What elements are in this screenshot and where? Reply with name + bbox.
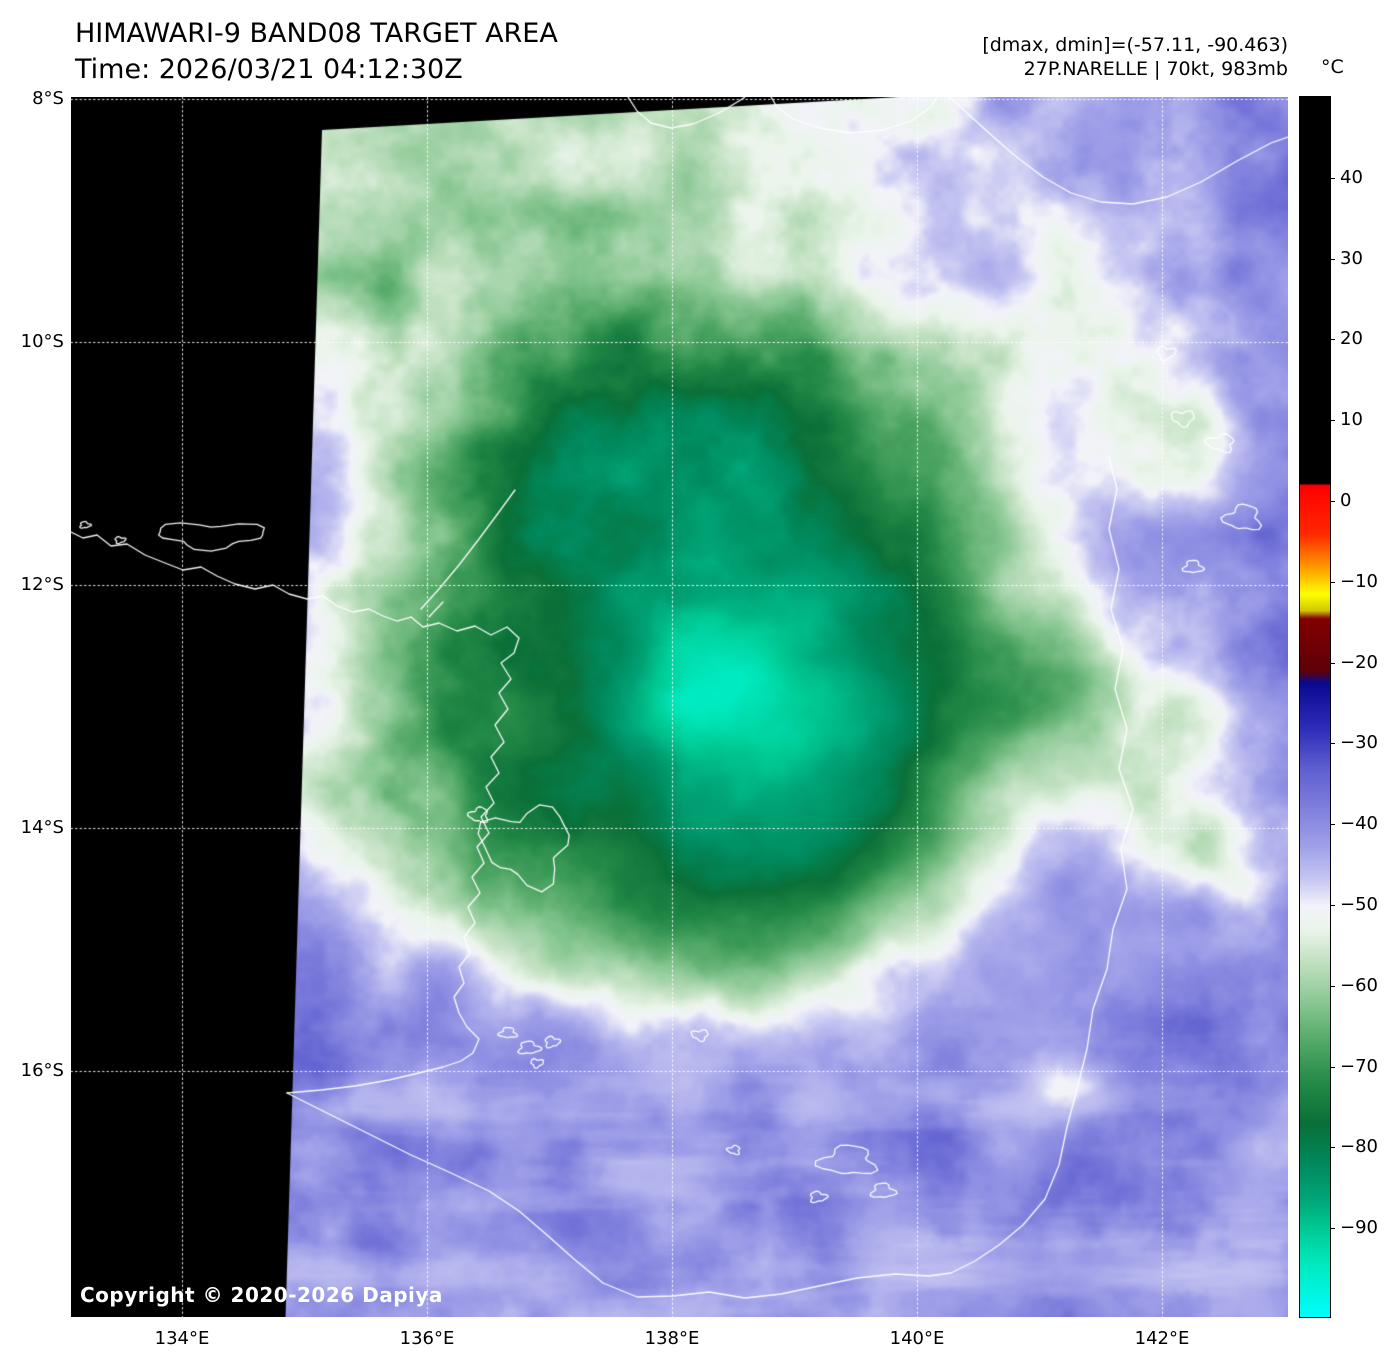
colorbar-tick	[1330, 581, 1335, 583]
colorbar-tick-label: 30	[1340, 247, 1363, 269]
colorbar-tick-label: −30	[1340, 732, 1378, 754]
colorbar-tick	[1330, 904, 1335, 906]
colorbar-tick-label: −90	[1340, 1217, 1378, 1239]
colorbar-tick	[1330, 824, 1335, 826]
colorbar-tick-label: −50	[1340, 893, 1378, 915]
colorbar-tick	[1330, 339, 1335, 341]
colorbar-tick-label: −40	[1340, 813, 1378, 835]
colorbar-tick	[1330, 1066, 1335, 1068]
lat-tick-label: 16°S	[20, 1060, 64, 1081]
lat-tick-label: 8°S	[32, 88, 64, 109]
figure-title-block: HIMAWARI-9 BAND08 TARGET AREA Time: 2026…	[75, 16, 558, 88]
colorbar-tick	[1330, 1228, 1335, 1230]
lon-tick-label: 142°E	[1134, 1328, 1190, 1349]
page-title: HIMAWARI-9 BAND08 TARGET AREA	[75, 18, 558, 49]
lon-tick-label: 134°E	[154, 1328, 210, 1349]
lat-tick-label: 12°S	[20, 574, 64, 595]
colorbar-tick	[1330, 177, 1335, 179]
colorbar-tick-label: 40	[1340, 166, 1363, 188]
colorbar-tick-label: −80	[1340, 1136, 1378, 1158]
colorbar-tick	[1330, 662, 1335, 664]
storm-annotation: 27P.NARELLE | 70kt, 983mb	[1023, 58, 1288, 80]
colorbar-tick-label: −10	[1340, 570, 1378, 592]
lat-tick-label: 10°S	[20, 331, 64, 352]
colorbar-tick	[1330, 985, 1335, 987]
colorbar-tick	[1330, 743, 1335, 745]
lon-tick-label: 138°E	[644, 1328, 700, 1349]
colorbar-tick	[1330, 1147, 1335, 1149]
lat-tick-label: 14°S	[20, 817, 64, 838]
colorbar	[1299, 96, 1331, 1318]
colorbar-tick	[1330, 258, 1335, 260]
colorbar-tick-label: 20	[1340, 328, 1363, 350]
range-annotation: [dmax, dmin]=(-57.11, -90.463)	[982, 34, 1288, 56]
colorbar-tick-label: −70	[1340, 1055, 1378, 1077]
colorbar-unit-label: °C	[1321, 56, 1344, 78]
colorbar-tick	[1330, 500, 1335, 502]
colorbar-tick-label: 0	[1340, 489, 1352, 511]
copyright-text: Copyright © 2020-2026 Dapiya	[80, 1283, 443, 1307]
lon-tick-label: 136°E	[399, 1328, 455, 1349]
colorbar-tick	[1330, 420, 1335, 422]
plot-area: Copyright © 2020-2026 Dapiya	[71, 97, 1288, 1317]
satellite-image-canvas	[71, 97, 1288, 1317]
time-label: Time: 2026/03/21 04:12:30Z	[75, 54, 463, 85]
colorbar-tick-label: 10	[1340, 409, 1363, 431]
lon-tick-label: 140°E	[889, 1328, 945, 1349]
colorbar-tick-label: −60	[1340, 974, 1378, 996]
colorbar-tick-label: −20	[1340, 651, 1378, 673]
